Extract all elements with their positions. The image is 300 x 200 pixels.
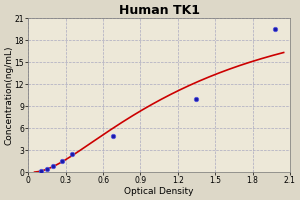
Point	[194, 97, 199, 101]
Point	[38, 170, 43, 173]
Point	[51, 164, 56, 167]
Point	[45, 168, 50, 171]
Point	[111, 134, 116, 137]
Point	[70, 152, 74, 156]
X-axis label: Optical Density: Optical Density	[124, 187, 194, 196]
Point	[60, 159, 64, 162]
Point	[273, 28, 278, 31]
Y-axis label: Concentration(ng/mL): Concentration(ng/mL)	[4, 46, 13, 145]
Title: Human TK1: Human TK1	[118, 4, 200, 17]
